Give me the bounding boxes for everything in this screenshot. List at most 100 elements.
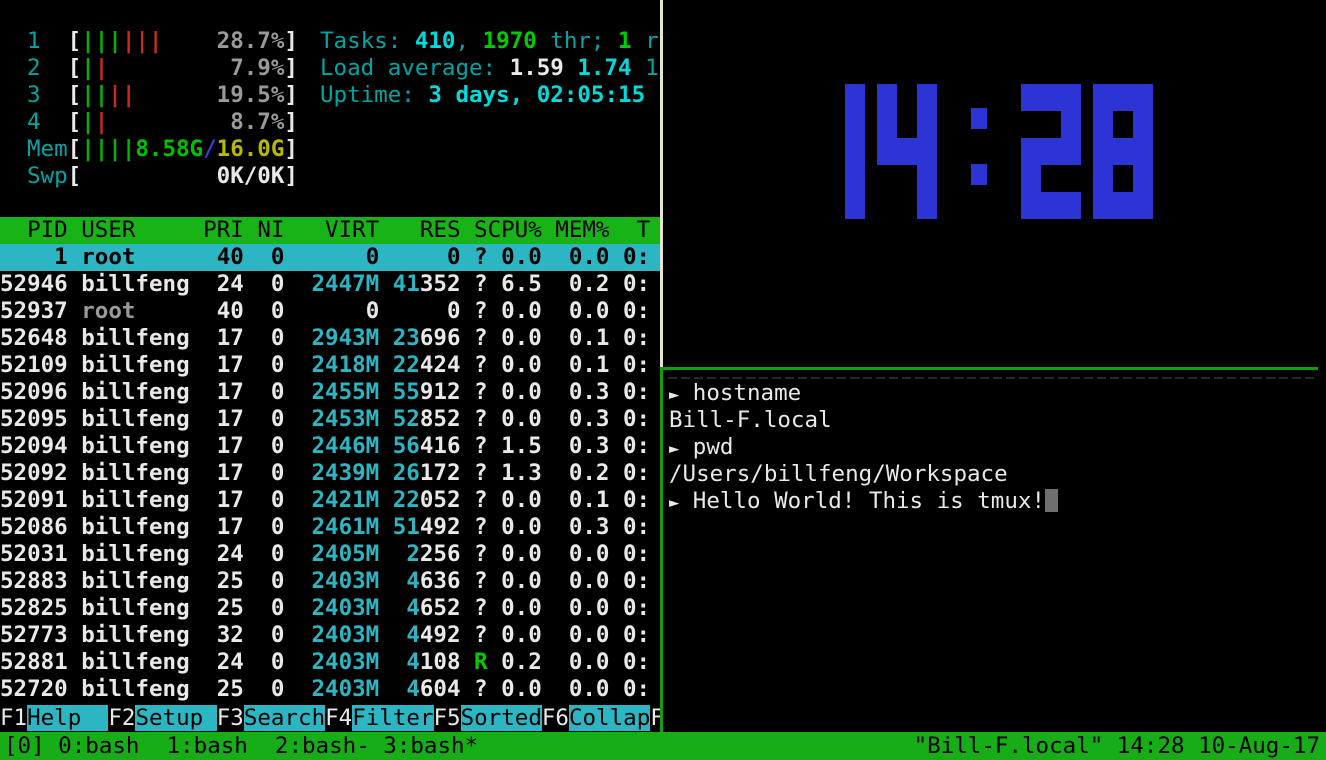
terminal-output-line: Bill-F.local [669, 407, 1326, 434]
process-row[interactable]: 52092 billfeng 17 0 2439M 26172? 1.3 0.2 0: [0, 460, 660, 487]
cell-ni: 0 [270, 649, 285, 675]
fkey-f6[interactable]: F6Collap [542, 705, 651, 731]
cell-cpu: 1.3 [501, 460, 542, 486]
process-row[interactable]: 52937 root 40 0 0 0? 0.0 0.0 0: [0, 298, 660, 325]
cell-res: 4636 [406, 568, 461, 594]
process-table-header[interactable]: PID USER PRI NI VIRT RES SCPU% MEM% T [0, 217, 660, 244]
cell-user: billfeng [81, 487, 190, 513]
cell-time: 0: [623, 352, 651, 378]
process-row[interactable]: 52648 billfeng 17 0 2943M 23696? 0.0 0.1 0: [0, 325, 660, 352]
cell-mem: 0.0 [568, 595, 610, 621]
cell-user: billfeng [81, 514, 190, 540]
cell-cpu: 0.0 [501, 622, 542, 648]
clock-colon [971, 84, 987, 219]
cell-time: 0: [623, 649, 651, 675]
spacer [679, 380, 693, 406]
fkey-f1[interactable]: F1Help [0, 705, 109, 731]
process-row[interactable]: 52031 billfeng 24 0 2405M 2256? 0.0 0.0 0: [0, 541, 660, 568]
fkey-f5[interactable]: F5Sorted [434, 705, 542, 731]
process-row[interactable]: 52086 billfeng 17 0 2461M 51492? 0.0 0.3 0: [0, 514, 660, 541]
res-mb-part: 4 [406, 622, 420, 648]
res-mb-part: 22 [392, 487, 420, 513]
meter-close-bracket: ] [284, 55, 298, 81]
cell-time: 0: [623, 595, 651, 621]
cell-state: R [474, 649, 488, 675]
cell-pid: 52031 [0, 541, 68, 567]
meter-bar: | [94, 136, 109, 162]
process-row[interactable]: 1 root 40 0 0 0? 0.0 0.0 0: [0, 244, 660, 271]
cell-mem: 0.2 [568, 271, 610, 297]
fkey-f7[interactable]: F7Nice - [650, 705, 660, 731]
res-mb-part: 26 [392, 460, 420, 486]
process-row[interactable]: 52091 billfeng 17 0 2421M 22052? 0.0 0.1 0: [0, 487, 660, 514]
cell-ni: 0 [270, 271, 285, 297]
cell-user: billfeng [81, 406, 190, 432]
pane-border-vertical-active[interactable] [660, 367, 663, 732]
fkey-f3[interactable]: F3Search [217, 705, 326, 731]
res-mb-part: 22 [392, 352, 420, 378]
clock-digit-1 [805, 84, 865, 219]
status-window-list[interactable]: [0] 0:bash 1:bash 2:bash- 3:bash* [4, 733, 479, 759]
cell-pri: 24 [216, 271, 244, 297]
cell-cpu: 0.0 [501, 676, 542, 702]
fkey-f4[interactable]: F4Filter [325, 705, 434, 731]
cpu-memory-meters: 1 [|||||| 28.7%] 2 [|| 7.9%] 3 [|||| 19.5%… [27, 28, 298, 190]
process-row[interactable]: 52825 billfeng 25 0 2403M 4652? 0.0 0.0 0: [0, 595, 660, 622]
res-mb-part: 4 [406, 676, 420, 702]
summary-seg: 1970 [482, 28, 537, 54]
cell-mem: 0.1 [568, 487, 610, 513]
cell-cpu: 0.0 [501, 325, 542, 351]
cell-ni: 0 [270, 352, 285, 378]
cell-cpu: 0.0 [501, 244, 542, 270]
process-row[interactable]: 52109 billfeng 17 0 2418M 22424? 0.0 0.1 0: [0, 352, 660, 379]
status-host-clock: "Bill-F.local" 14:28 10-Aug-17 [913, 733, 1320, 759]
pane-border-vertical-inactive[interactable] [660, 0, 663, 367]
terminal-pane[interactable]: ► hostname Bill-F.local ► pwd/Users/billfe… [664, 371, 1326, 732]
meter-text: 0K/0K [216, 163, 285, 189]
cell-time: 0: [623, 568, 651, 594]
fkey-key: F2 [108, 705, 136, 731]
cell-pri: 17 [216, 460, 244, 486]
process-row[interactable]: 52946 billfeng 24 0 2447M 41352? 6.5 0.2 0: [0, 271, 660, 298]
process-row[interactable]: 52094 billfeng 17 0 2446M 56416? 1.5 0.3 0: [0, 433, 660, 460]
cell-pid: 52095 [0, 406, 68, 432]
meter-swp: Swp[ 0K/0K] [27, 163, 298, 190]
cell-state: ? [474, 487, 488, 513]
cell-time: 0: [623, 541, 651, 567]
res-mb-part: 23 [392, 325, 420, 351]
cell-pri: 25 [216, 595, 244, 621]
cell-virt: 2403M [311, 676, 380, 702]
meter-bar: | [94, 55, 109, 81]
cell-ni: 0 [270, 514, 285, 540]
cell-pid: 52109 [0, 352, 68, 378]
meter-fill [135, 82, 216, 108]
process-row[interactable]: 52773 billfeng 32 0 2403M 4492? 0.0 0.0 0: [0, 622, 660, 649]
cell-cpu: 0.0 [501, 514, 542, 540]
meter-label: 2 [27, 55, 68, 81]
fkey-f2[interactable]: F2Setup [108, 705, 217, 731]
meter-bar: | [135, 28, 149, 54]
process-row[interactable]: 52720 billfeng 25 0 2403M 4604? 0.0 0.0 0: [0, 676, 660, 703]
process-row[interactable]: 52096 billfeng 17 0 2455M 55912? 0.0 0.3 0: [0, 379, 660, 406]
terminal-cursor[interactable] [1045, 489, 1058, 512]
cell-mem: 0.0 [568, 676, 610, 702]
cell-user: billfeng [81, 325, 190, 351]
htop-pane[interactable]: 1 [|||||| 28.7%] 2 [|| 7.9%] 3 [|||| 19.5%… [0, 0, 660, 732]
meter-bar: | [81, 136, 95, 162]
terminal-output-line: /Users/billfeng/Workspace [669, 461, 1326, 488]
process-row[interactable]: 52881 billfeng 24 0 2403M 4108 R 0.2 0.0 0: [0, 649, 660, 676]
cell-user: billfeng [81, 649, 190, 675]
cell-res: 41352 [392, 271, 461, 297]
cell-res: 22424 [392, 352, 461, 378]
pane-border-horizontal-active[interactable] [663, 367, 1318, 370]
cell-state: ? [474, 676, 488, 702]
meter-label: 4 [27, 109, 68, 135]
process-row[interactable]: 52095 billfeng 17 0 2453M 52852? 0.0 0.3 0: [0, 406, 660, 433]
cell-pri: 17 [216, 514, 244, 540]
meter-3: 3 [|||| 19.5%] [27, 82, 298, 109]
cell-cpu: 0.0 [501, 379, 542, 405]
meter-bar: | [81, 109, 95, 135]
cell-cpu: 1.5 [501, 433, 542, 459]
fkey-label: Collap [568, 705, 651, 731]
process-row[interactable]: 52883 billfeng 25 0 2403M 4636? 0.0 0.0 0: [0, 568, 660, 595]
